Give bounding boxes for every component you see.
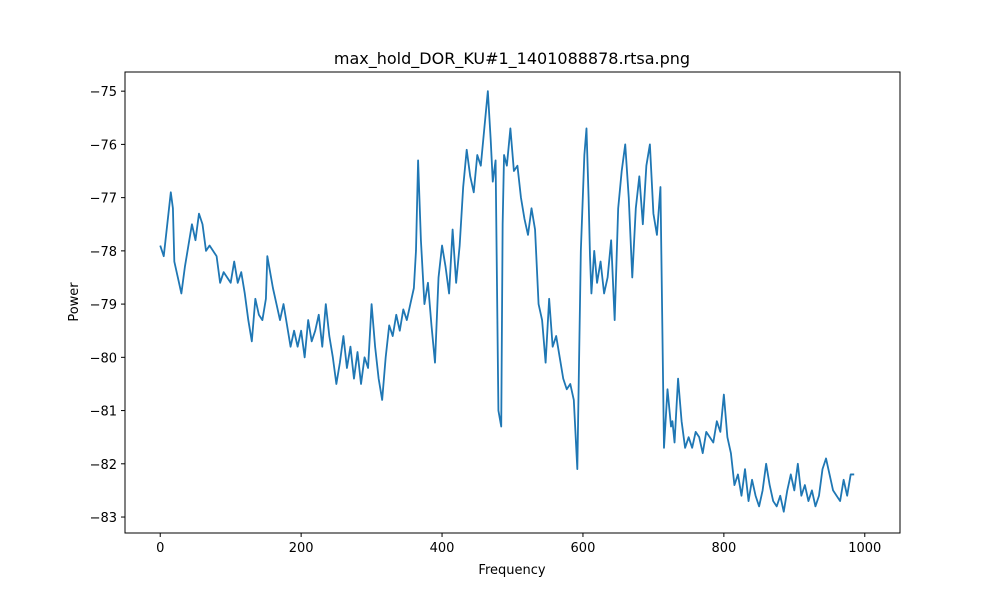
y-axis-label: Power (67, 282, 82, 322)
y-tick-label: −82 (90, 458, 117, 473)
y-tick-label: −79 (90, 298, 117, 313)
x-tick-label: 400 (430, 541, 455, 556)
x-tick-label: 800 (711, 541, 736, 556)
x-tick-label: 0 (156, 541, 164, 556)
y-tick-label: −75 (90, 85, 117, 100)
y-tick-label: −80 (90, 351, 117, 366)
x-tick-label: 600 (571, 541, 596, 556)
data-line (159, 90, 855, 513)
y-tick-label: −77 (90, 192, 117, 207)
y-tick-label: −76 (90, 138, 117, 153)
y-tick-label: −83 (90, 511, 117, 526)
x-axis-label: Frequency (478, 563, 545, 578)
chart-title: max_hold_DOR_KU#1_1401088878.rtsa.png (334, 49, 690, 69)
x-tick-label: 200 (289, 541, 314, 556)
x-tick-label: 1000 (848, 541, 881, 556)
y-tick-label: −81 (90, 405, 117, 420)
y-tick-label: −78 (90, 245, 117, 260)
plot-frame (124, 71, 901, 534)
